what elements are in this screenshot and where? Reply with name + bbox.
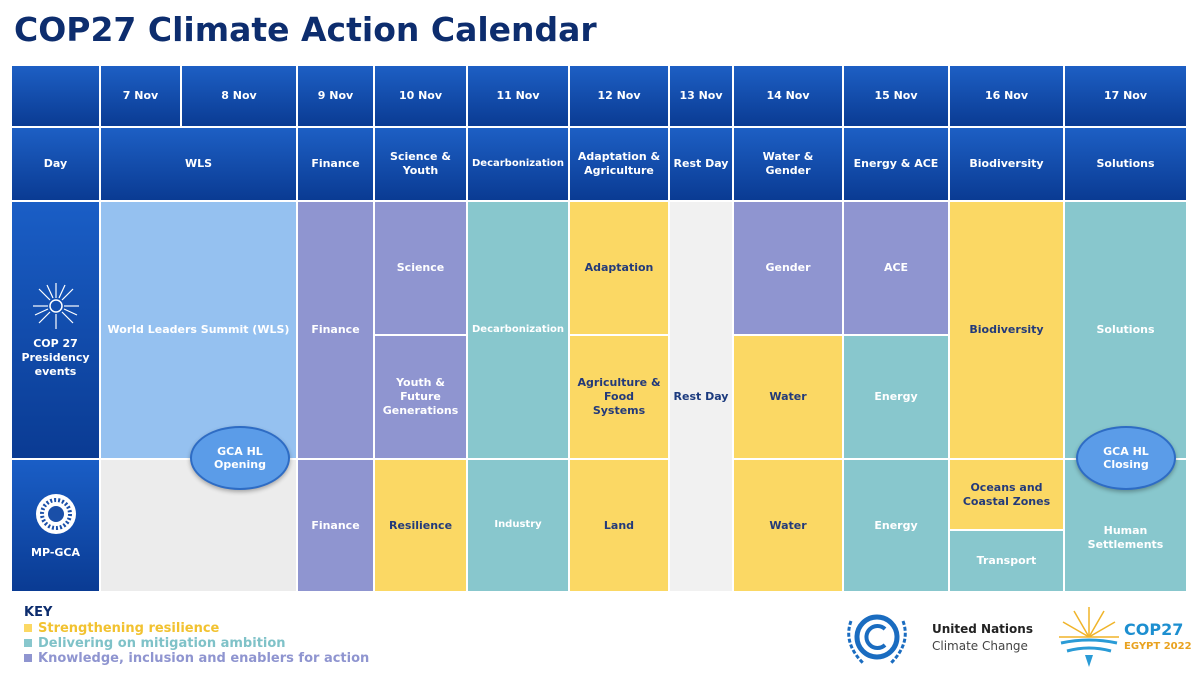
theme: Finance <box>298 128 373 200</box>
cell: Water <box>734 336 842 458</box>
row-label-cell: MP-GCA <box>12 460 99 591</box>
date: 11 Nov <box>468 66 568 126</box>
cell: Youth & Future Generations <box>375 336 466 458</box>
theme: Adaptation & Agriculture <box>570 128 668 200</box>
date: 16 Nov <box>950 66 1063 126</box>
theme: WLS <box>101 128 296 200</box>
cell: Finance <box>298 202 373 458</box>
presidency-icon <box>32 283 79 330</box>
row-label: COP 27 Presidency events <box>21 337 90 378</box>
cell: Land <box>570 460 668 591</box>
date: 8 Nov <box>182 66 296 126</box>
date: 15 Nov <box>844 66 948 126</box>
theme: Energy & ACE <box>844 128 948 200</box>
cell: Solutions <box>1065 202 1186 458</box>
date: 12 Nov <box>570 66 668 126</box>
key-label: Delivering on mitigation ambition <box>38 636 286 651</box>
date: 14 Nov <box>734 66 842 126</box>
key-item: Strengthening resilience <box>24 621 219 636</box>
cell: Energy <box>844 336 948 458</box>
cop27-name: COP27 <box>1124 620 1184 639</box>
cell: Agriculture & Food Systems <box>570 336 668 458</box>
un-logo <box>847 614 907 665</box>
event-bubble: GCA HL Opening <box>190 426 290 490</box>
rest-day-cell: Rest Day <box>670 202 732 591</box>
theme: Biodiversity <box>950 128 1063 200</box>
cop27-place: EGYPT 2022 <box>1124 641 1192 652</box>
date: 17 Nov <box>1065 66 1186 126</box>
cop27-logo <box>1059 607 1119 667</box>
date: 10 Nov <box>375 66 466 126</box>
theme: Day <box>12 128 99 200</box>
theme: Science & Youth <box>375 128 466 200</box>
cell: Resilience <box>375 460 466 591</box>
theme: Solutions <box>1065 128 1186 200</box>
key-item: Knowledge, inclusion and enablers for ac… <box>24 651 369 666</box>
date: 9 Nov <box>298 66 373 126</box>
event-bubble: GCA HL Closing <box>1076 426 1176 490</box>
cell: Finance <box>298 460 373 591</box>
cell: Energy <box>844 460 948 591</box>
cell: Transport <box>950 531 1063 591</box>
key-item: Delivering on mitigation ambition <box>24 636 286 651</box>
cell: World Leaders Summit (WLS) <box>101 202 296 458</box>
cell: Industry <box>468 460 568 591</box>
mp-gca-icon <box>35 493 76 534</box>
theme: Decarbonization <box>468 128 568 200</box>
cell: Human Settlements <box>1065 460 1186 591</box>
row-label-cell: COP 27 Presidency events <box>12 202 99 458</box>
theme: Water & Gender <box>734 128 842 200</box>
header-cell <box>12 66 99 126</box>
cell: Adaptation <box>570 202 668 334</box>
key-label: Knowledge, inclusion and enablers for ac… <box>38 651 370 666</box>
cell: Gender <box>734 202 842 334</box>
row-label: MP-GCA <box>31 545 80 559</box>
theme: Rest Day <box>670 128 732 200</box>
title: COP27 Climate Action Calendar <box>14 10 597 49</box>
cell: Science <box>375 202 466 334</box>
cell: Water <box>734 460 842 591</box>
cell: Biodiversity <box>950 202 1063 458</box>
un-subname: Climate Change <box>932 639 1028 653</box>
cell: ACE <box>844 202 948 334</box>
cell: Decarbonization <box>468 202 568 458</box>
key-title: KEY <box>24 605 53 620</box>
un-name: United Nations <box>932 622 1033 636</box>
cell: Oceans and Coastal Zones <box>950 460 1063 529</box>
date: 7 Nov <box>101 66 180 126</box>
key-label: Strengthening resilience <box>38 621 220 636</box>
date: 13 Nov <box>670 66 732 126</box>
